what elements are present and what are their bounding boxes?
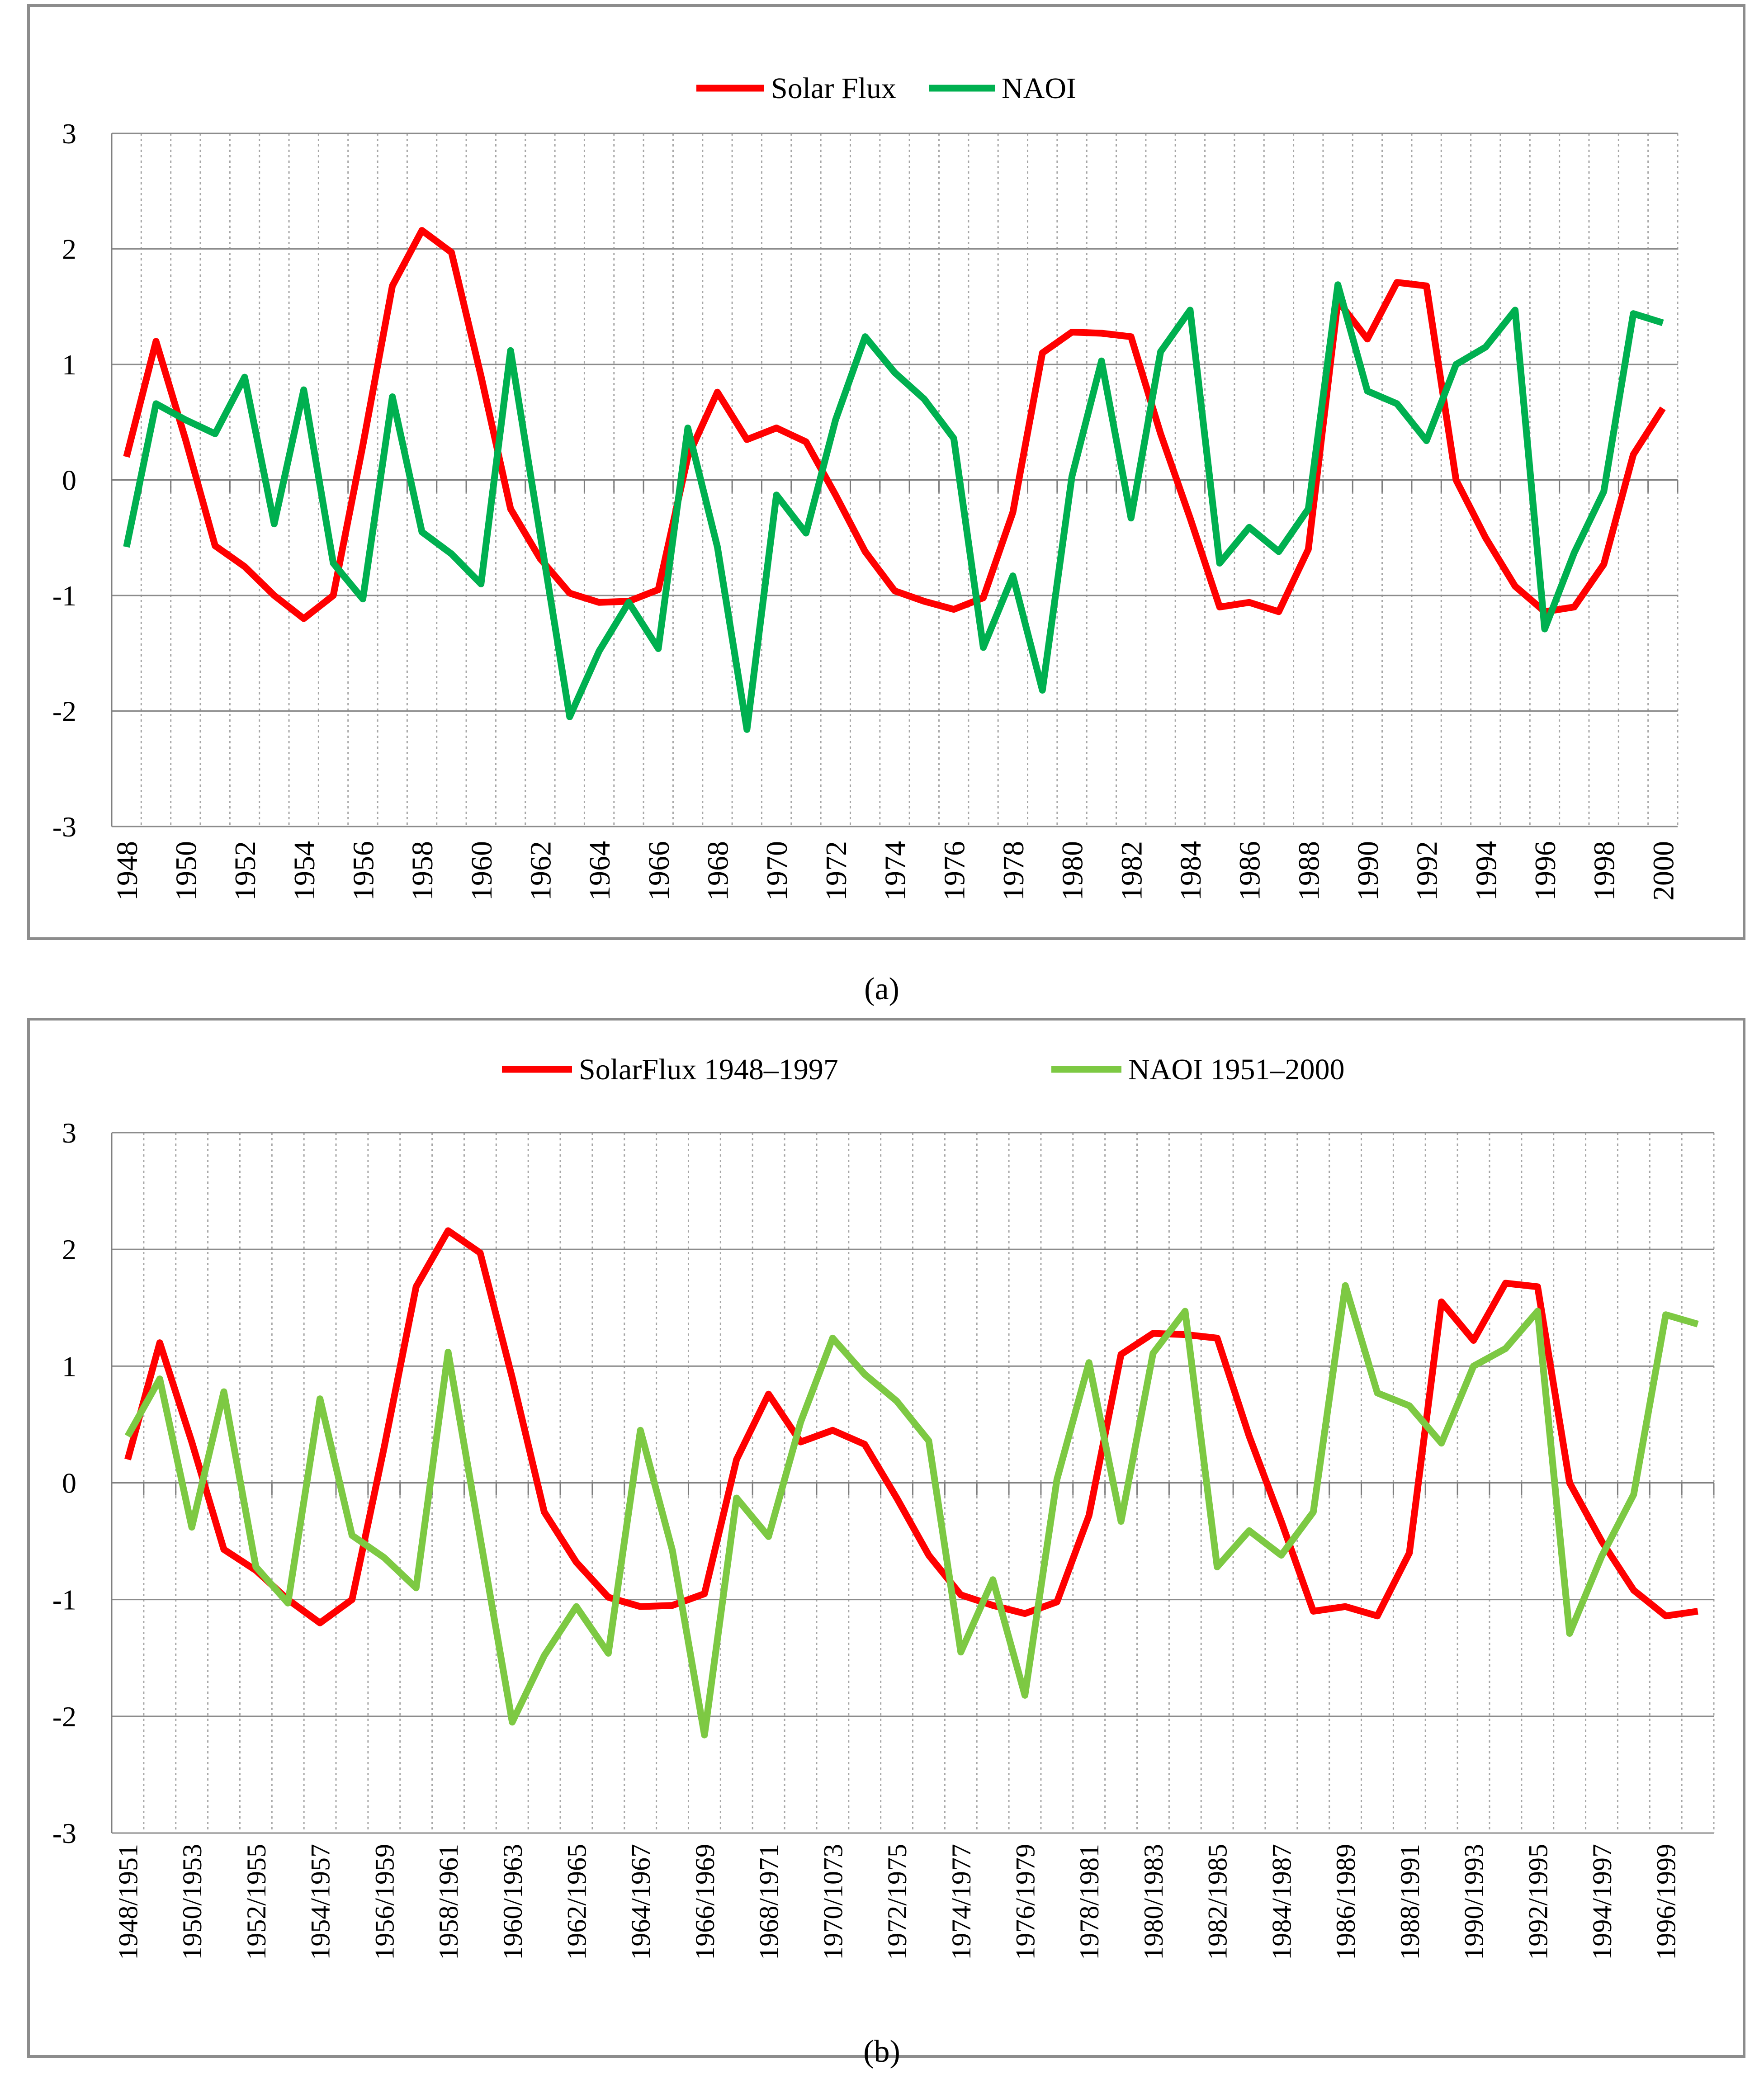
x-tick-label-b: 1968/1971 <box>754 1844 784 1960</box>
legend-label-a-0: Solar Flux <box>771 72 896 105</box>
x-tick-label-b: 1980/1983 <box>1139 1844 1168 1960</box>
x-tick-label-a: 1950 <box>170 841 203 901</box>
x-tick-label-a: 1978 <box>997 841 1030 901</box>
x-tick-label-b: 1966/1969 <box>690 1844 720 1960</box>
x-tick-label-a: 1970 <box>761 841 794 901</box>
legend-label-b-0: SolarFlux 1948–1997 <box>579 1053 838 1086</box>
x-tick-label-a: 2000 <box>1647 841 1680 901</box>
chart-b: 3 2 1 0 -1 -2 -3 1948/1951 1950/1953 1952/1955 195… <box>52 1053 1715 1960</box>
x-tick-label-a: 1966 <box>643 841 676 901</box>
x-tick-label-a: 1952 <box>229 841 262 901</box>
chart-a: 3 2 1 0 -1 -2 -3 1948 1950 1952 1954 1956 1958 1960 19… <box>52 72 1680 901</box>
x-tick-label-a: 1988 <box>1292 841 1325 901</box>
y-tick-label-a: -1 <box>52 580 76 612</box>
x-tick-label-a: 1968 <box>702 841 735 901</box>
x-tick-label-a: 1956 <box>347 841 380 901</box>
y-tick-label-a: -2 <box>52 695 76 728</box>
x-tick-label-a: 1960 <box>465 841 498 901</box>
x-tick-label-b: 1978/1981 <box>1074 1844 1104 1960</box>
x-tick-label-a: 1996 <box>1529 841 1562 901</box>
panel-caption-b: (b) <box>863 2034 900 2069</box>
y-tick-label-b: 0 <box>62 1467 76 1499</box>
x-tick-label-b: 1982/1985 <box>1203 1844 1233 1960</box>
x-tick-label-a: 1980 <box>1056 841 1089 901</box>
x-tick-label-b: 1990/1993 <box>1459 1844 1489 1960</box>
x-tick-label-b: 1950/1953 <box>177 1844 207 1960</box>
y-tick-label-b: 1 <box>62 1350 76 1382</box>
y-tick-label-a: 0 <box>62 464 76 496</box>
series-line-naoi <box>123 281 1664 733</box>
y-tick-label-a: 3 <box>62 118 76 150</box>
x-tick-label-b: 1972/1975 <box>882 1844 912 1960</box>
legend-label-a-1: NAOI <box>1002 72 1076 105</box>
x-tick-label-a: 1994 <box>1470 841 1503 901</box>
y-tick-label-b: -3 <box>52 1817 76 1849</box>
x-tick-label-a: 1972 <box>820 841 853 901</box>
x-tick-label-b: 1964/1967 <box>626 1844 656 1960</box>
y-tick-label-a: -3 <box>52 811 76 843</box>
x-tick-label-a: 1964 <box>583 841 616 901</box>
x-tick-label-b: 1992/1995 <box>1523 1844 1553 1960</box>
x-tick-label-a: 1990 <box>1352 841 1385 901</box>
x-tick-label-a: 1948 <box>111 841 144 901</box>
series-line-naoi-1951-2000 <box>124 1282 1699 1739</box>
y-tick-label-b: 2 <box>62 1233 76 1266</box>
y-tick-label-b: -1 <box>52 1584 76 1616</box>
y-tick-label-a: 2 <box>62 233 76 265</box>
x-tick-label-b: 1994/1997 <box>1587 1844 1617 1960</box>
x-tick-label-a: 1954 <box>288 841 321 901</box>
x-tick-label-b: 1976/1979 <box>1011 1844 1040 1960</box>
series-line-solarflux-1948-1997 <box>124 1227 1698 1626</box>
x-tick-label-b: 1996/1999 <box>1651 1844 1681 1960</box>
y-tick-label-b: 3 <box>62 1117 76 1149</box>
series-line-solar-flux <box>123 227 1666 622</box>
x-tick-label-b: 1956/1959 <box>369 1844 399 1960</box>
x-tick-label-b: 1954/1957 <box>306 1844 336 1960</box>
y-tick-label-b: -2 <box>52 1701 76 1733</box>
x-tick-label-a: 1974 <box>879 841 912 901</box>
x-tick-label-b: 1958/1961 <box>434 1844 463 1960</box>
legend-label-b-1: NAOI 1951–2000 <box>1128 1053 1344 1086</box>
x-tick-label-b: 1960/1963 <box>498 1844 528 1960</box>
x-tick-label-a: 1992 <box>1411 841 1444 901</box>
x-tick-label-a: 1962 <box>525 841 558 901</box>
x-tick-label-b: 1948/1951 <box>113 1844 143 1960</box>
x-tick-label-a: 1976 <box>938 841 971 901</box>
panel-caption-a: (a) <box>864 972 899 1006</box>
x-tick-label-b: 1984/1987 <box>1267 1844 1296 1960</box>
x-tick-label-a: 1998 <box>1588 841 1621 901</box>
x-tick-label-b: 1974/1977 <box>946 1844 976 1960</box>
x-tick-label-a: 1984 <box>1174 841 1207 901</box>
x-tick-label-a: 1986 <box>1234 841 1267 901</box>
x-tick-label-b: 1970/1073 <box>818 1844 848 1960</box>
y-tick-label-a: 1 <box>62 349 76 381</box>
x-tick-label-b: 1988/1991 <box>1395 1844 1425 1960</box>
x-tick-label-a: 1958 <box>406 841 439 901</box>
x-tick-label-b: 1962/1965 <box>562 1844 591 1960</box>
x-tick-label-b: 1952/1955 <box>241 1844 271 1960</box>
x-tick-label-a: 1982 <box>1115 841 1148 901</box>
panel-b-frame <box>27 1018 1745 2058</box>
x-tick-label-b: 1986/1989 <box>1331 1844 1361 1960</box>
